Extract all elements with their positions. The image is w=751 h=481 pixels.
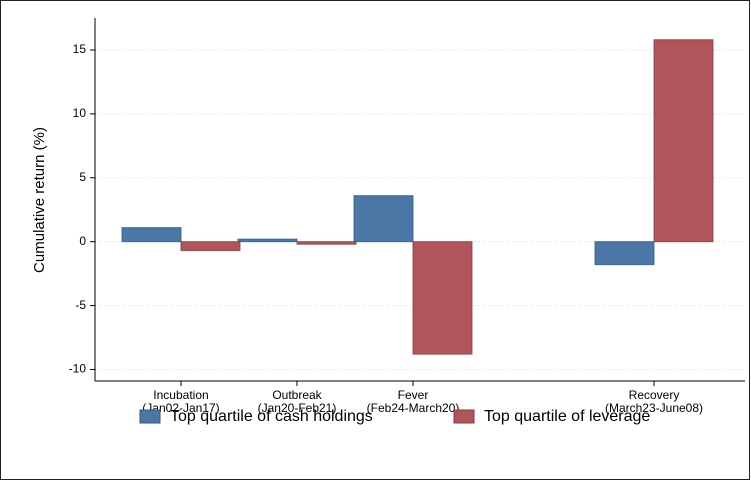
bar xyxy=(237,238,298,243)
y-axis-label: Cumulative return (%) xyxy=(31,127,48,273)
legend-label: Top quartile of cash holdings xyxy=(170,408,373,425)
x-tick-label: Fever xyxy=(398,388,429,402)
x-tick-label: (March23-June08) xyxy=(605,401,703,415)
y-tick-label: -5 xyxy=(75,298,86,312)
bar xyxy=(353,195,414,243)
x-tick-label: (Jan02-Jan17) xyxy=(142,401,219,415)
bar xyxy=(594,241,655,266)
x-tick-label: Incubation xyxy=(153,388,208,402)
y-tick-label: 15 xyxy=(73,42,87,56)
x-tick-label: Recovery xyxy=(629,388,680,402)
y-tick-label: 5 xyxy=(79,170,86,184)
x-tick-label: (Feb24-March20) xyxy=(367,401,460,415)
bar xyxy=(412,241,473,355)
legend-swatch xyxy=(139,409,161,424)
legend-swatch xyxy=(453,409,475,424)
bar xyxy=(296,241,357,245)
x-tick-label: Outbreak xyxy=(272,388,322,402)
bar xyxy=(180,241,241,252)
y-tick-label: -10 xyxy=(69,362,87,376)
bar xyxy=(653,39,714,243)
y-tick-label: 0 xyxy=(79,234,86,248)
x-tick-label: (Jan20-Feb21) xyxy=(258,401,337,415)
y-tick-label: 10 xyxy=(73,106,87,120)
bar xyxy=(121,227,182,243)
legend-label: Top quartile of leverage xyxy=(484,408,650,425)
